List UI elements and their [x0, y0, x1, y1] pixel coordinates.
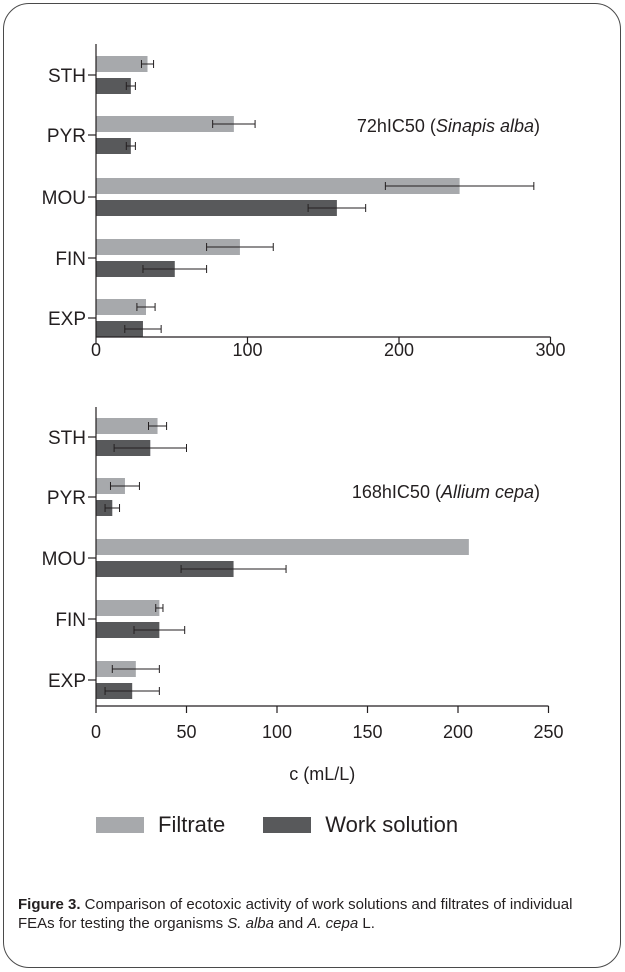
- caption-species-cepa: A. cepa: [307, 915, 359, 932]
- y-tick-label: STH: [48, 66, 86, 87]
- bar: [96, 239, 240, 255]
- bar: [96, 56, 148, 72]
- caption-species-alba: S. alba: [227, 915, 274, 932]
- y-tick-label: MOU: [42, 188, 86, 209]
- y-tick-label: EXP: [48, 671, 86, 692]
- x-tick-label: 0: [91, 722, 101, 742]
- legend-label-work-solution: Work solution: [325, 812, 459, 837]
- x-tick-label: 50: [176, 722, 196, 742]
- caption-text: Comparison of ecotoxic activity of work …: [18, 896, 573, 932]
- bar: [96, 200, 337, 216]
- x-tick-label: 0: [91, 340, 101, 360]
- y-tick-label: PYR: [47, 126, 86, 147]
- y-tick-label: EXP: [48, 309, 86, 330]
- bar: [96, 539, 469, 555]
- x-tick-label: 250: [533, 722, 563, 742]
- chart-annotation: 72hIC50 (Sinapis alba): [357, 116, 540, 136]
- bar: [96, 561, 234, 577]
- x-axis-title: c (mL/L): [289, 764, 355, 784]
- y-tick-label: FIN: [55, 249, 86, 270]
- bar: [96, 622, 160, 638]
- legend-item-work-solution: Work solution: [263, 812, 458, 838]
- y-tick-label: STH: [48, 428, 86, 449]
- bar: [96, 500, 113, 516]
- bar: [96, 299, 146, 315]
- figure-caption: Figure 3. Comparison of ecotoxic activit…: [18, 895, 612, 933]
- legend: Filtrate Work solution: [96, 810, 496, 840]
- x-tick-label: 100: [232, 340, 262, 360]
- bar: [96, 261, 175, 277]
- caption-text: and: [273, 915, 308, 932]
- x-tick-label: 300: [535, 340, 565, 360]
- x-tick-label: 200: [443, 722, 473, 742]
- caption-label: Figure 3.: [18, 896, 81, 913]
- figure-frame: [3, 3, 621, 968]
- bar: [96, 178, 460, 194]
- legend-swatch-work-solution: [263, 817, 312, 833]
- y-tick-label: MOU: [42, 549, 86, 570]
- legend-swatch-filtrate: [96, 817, 144, 833]
- x-tick-label: 100: [262, 722, 292, 742]
- y-tick-label: PYR: [47, 488, 86, 509]
- bar: [96, 138, 131, 154]
- bar: [96, 418, 158, 434]
- chart-2: STH PYR MOU FIN EXP 0 50 100 150 200 250 168hIC50 (…: [42, 407, 564, 784]
- legend-label-filtrate: Filtrate: [158, 812, 226, 837]
- x-tick-label: 150: [352, 722, 382, 742]
- bar: [96, 600, 160, 616]
- x-tick-label: 200: [384, 340, 414, 360]
- caption-text: L.: [358, 915, 375, 932]
- legend-item-filtrate: Filtrate: [96, 812, 225, 838]
- bar: [96, 78, 131, 94]
- y-tick-label: FIN: [55, 610, 86, 631]
- bar: [96, 116, 234, 132]
- chart-annotation: 168hIC50 (Allium cepa): [352, 482, 540, 502]
- bar: [96, 321, 143, 337]
